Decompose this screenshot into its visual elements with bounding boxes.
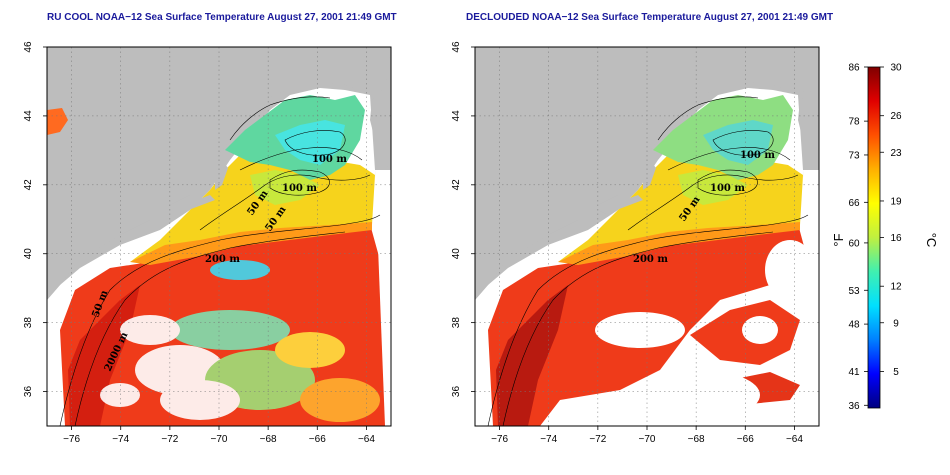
celsius-tick-label: 9 [893, 318, 899, 329]
lat-tick-label: 36 [23, 386, 34, 398]
right-axis-ticks: −76 −74 −72 −70 −68 −66 −64 36 38 40 42 44 46 [451, 41, 803, 445]
lat-tick-label: 38 [23, 317, 34, 329]
lon-tick-label: −76 [63, 434, 80, 445]
shelf-orange [130, 222, 372, 265]
lon-tick-label: −66 [309, 434, 326, 445]
left-axis-ticks: −76 −74 −72 −70 −68 −66 −64 36 38 40 42 44 46 [23, 41, 375, 445]
fahrenheit-tick-label: 60 [848, 238, 860, 249]
lon-tick-label: −72 [161, 434, 178, 445]
bathymetry-contours [59, 96, 381, 427]
lon-tick-label: −64 [786, 434, 803, 445]
lon-tick-label: −64 [358, 434, 375, 445]
right-map-title: DECLOUDED NOAA−12 Sea Surface Temperatur… [466, 12, 834, 23]
fahrenheit-tick-label: 36 [848, 401, 860, 412]
contour-label-100m-a: 100 m [312, 154, 347, 165]
celsius-tick-label: 5 [893, 367, 899, 378]
lat-tick-label: 44 [451, 110, 462, 122]
bathymetry-contours [487, 96, 809, 427]
cloud-mask-gaps [560, 240, 815, 424]
left-map-panel: 100 m 100 m 50 m 50 m 200 m 50 m 2000 m … [23, 41, 392, 445]
lat-tick-label: 46 [451, 41, 462, 53]
fahrenheit-tick-label: 53 [848, 286, 860, 297]
hot-core [68, 285, 140, 426]
lat-tick-label: 40 [451, 248, 462, 260]
lat-tick-label: 46 [23, 41, 34, 53]
lon-tick-label: −76 [491, 434, 508, 445]
celsius-axis-label: °C [924, 233, 939, 248]
lon-tick-label: −68 [688, 434, 705, 445]
lat-tick-label: 42 [23, 179, 34, 191]
lon-tick-label: −70 [211, 434, 228, 445]
fahrenheit-tick-label: 48 [848, 320, 860, 331]
lat-tick-label: 40 [23, 248, 34, 260]
fahrenheit-axis-label: °F [831, 233, 846, 246]
contour-label-100m-b: 100 m [282, 183, 317, 194]
lat-tick-label: 44 [23, 110, 34, 122]
land-nova-scotia [798, 47, 819, 170]
contour-label-100m-b: 100 m [710, 183, 745, 194]
land-long-island [170, 195, 215, 214]
contour-label-200m: 200 m [633, 254, 668, 265]
cloud-contaminated-area [100, 260, 380, 422]
lat-tick-label: 36 [451, 386, 462, 398]
fahrenheit-ticks: 86 78 73 66 60 53 48 41 36 [848, 63, 868, 412]
temperature-colorbar: 86 78 73 66 60 53 48 41 36 30 26 23 19 16 12 9 5 °F °C [831, 63, 939, 412]
land-cape-cod [643, 160, 656, 190]
lon-tick-label: −74 [540, 434, 557, 445]
hot-core [496, 285, 568, 426]
fahrenheit-tick-label: 78 [848, 117, 860, 128]
lat-tick-label: 38 [451, 317, 462, 329]
lon-tick-label: −68 [260, 434, 277, 445]
land-mainland [47, 47, 391, 300]
land-far-east [803, 170, 819, 426]
gulf-of-maine-cyan [703, 120, 773, 165]
left-map-title: RU COOL NOAA−12 Sea Surface Temperature … [47, 12, 397, 23]
fahrenheit-tick-label: 41 [848, 367, 860, 378]
land-mainland [475, 47, 819, 300]
georges-bank [678, 170, 748, 205]
colorbar-scale [867, 66, 881, 409]
gulf-of-maine-cyan [275, 120, 345, 165]
celsius-tick-label: 30 [890, 63, 902, 74]
lat-tick-label: 42 [451, 179, 462, 191]
contour-label-100m-a: 100 m [740, 150, 775, 161]
celsius-tick-label: 19 [890, 196, 902, 207]
land-nova-scotia [370, 47, 391, 170]
contour-label-200m: 200 m [205, 254, 240, 265]
georges-bank [250, 170, 320, 205]
lon-tick-label: −70 [639, 434, 656, 445]
land-cape-cod [215, 160, 228, 190]
chesapeake-warm [47, 108, 68, 135]
celsius-ticks: 30 26 23 19 16 12 9 5 [880, 63, 902, 378]
celsius-tick-label: 23 [890, 148, 902, 159]
land-far-east [375, 170, 391, 426]
fahrenheit-tick-label: 73 [848, 150, 860, 161]
shelf-orange [558, 222, 800, 265]
celsius-tick-label: 12 [890, 282, 902, 293]
fahrenheit-tick-label: 66 [848, 198, 860, 209]
celsius-tick-label: 16 [890, 233, 902, 244]
fahrenheit-tick-label: 86 [848, 63, 860, 74]
lon-tick-label: −74 [112, 434, 129, 445]
celsius-tick-label: 26 [890, 111, 902, 122]
lon-tick-label: −72 [589, 434, 606, 445]
lon-tick-label: −66 [737, 434, 754, 445]
land-long-island [598, 195, 643, 214]
right-map-panel: 100 m 100 m 50 m 200 m −76 −74 −72 −70 −68 −6… [451, 41, 820, 445]
